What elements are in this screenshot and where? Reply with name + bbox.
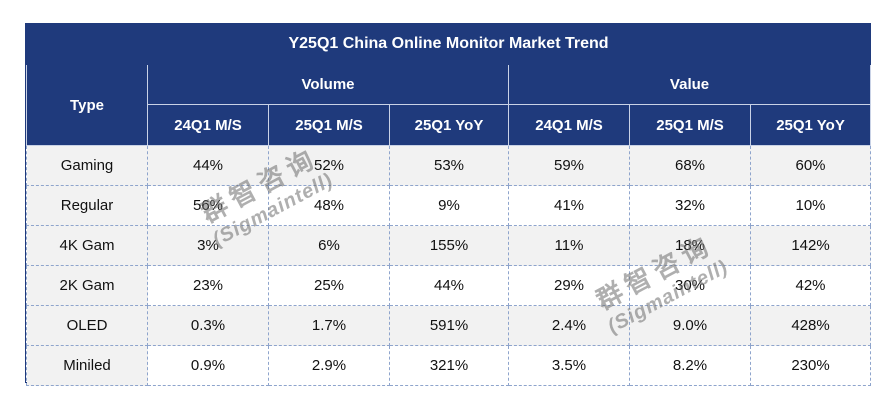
- table-cell: 60%: [749, 145, 872, 186]
- table-cell: 8.2%: [629, 345, 751, 386]
- column-header: 25Q1 M/S: [629, 104, 751, 146]
- column-header: 24Q1 M/S: [147, 104, 269, 146]
- row-type-label: 2K Gam: [26, 265, 148, 306]
- type-column-header: Type: [26, 64, 148, 146]
- table-cell: 3.5%: [508, 345, 630, 386]
- row-type-label: Miniled: [26, 345, 148, 386]
- table-cell: 230%: [749, 345, 872, 386]
- row-type-label: Regular: [26, 185, 148, 226]
- table-cell: 23%: [147, 265, 269, 306]
- table-cell: 52%: [268, 145, 390, 186]
- table-cell: 59%: [508, 145, 630, 186]
- table-cell: 6%: [268, 225, 390, 266]
- table-cell: 0.9%: [147, 345, 269, 386]
- table-cell: 48%: [268, 185, 390, 226]
- table-cell: 42%: [749, 265, 872, 306]
- table-cell: 2.4%: [508, 305, 630, 346]
- row-type-label: OLED: [26, 305, 148, 346]
- table-cell: 32%: [629, 185, 751, 226]
- market-trend-table-container: Y25Q1 China Online Monitor Market Trend …: [25, 23, 872, 386]
- table-cell: 321%: [389, 345, 509, 386]
- table-cell: 11%: [508, 225, 630, 266]
- table-cell: 591%: [389, 305, 509, 346]
- row-type-label: 4K Gam: [26, 225, 148, 266]
- value-group-header: Value: [507, 64, 872, 105]
- table-cell: 155%: [389, 225, 509, 266]
- table-cell: 3%: [147, 225, 269, 266]
- table-cell: 0.3%: [147, 305, 269, 346]
- column-header: 25Q1 YoY: [749, 104, 872, 146]
- table-cell: 9.0%: [629, 305, 751, 346]
- column-header: 24Q1 M/S: [508, 104, 630, 146]
- table-cell: 142%: [749, 225, 872, 266]
- table-cell: 44%: [147, 145, 269, 186]
- table-cell: 428%: [749, 305, 872, 346]
- table-row: Gaming 44% 52% 53% 59% 68% 60%: [26, 145, 872, 186]
- table-cell: 41%: [508, 185, 630, 226]
- column-header: 25Q1 M/S: [268, 104, 390, 146]
- table-cell: 1.7%: [268, 305, 390, 346]
- table-cell: 18%: [629, 225, 751, 266]
- table-cell: 44%: [389, 265, 509, 306]
- table-cell: 30%: [629, 265, 751, 306]
- table-cell: 53%: [389, 145, 509, 186]
- table-row: 4K Gam 3% 6% 155% 11% 18% 142%: [26, 225, 872, 266]
- row-type-label: Gaming: [26, 145, 148, 186]
- table-cell: 29%: [508, 265, 630, 306]
- table-cell: 25%: [268, 265, 390, 306]
- table-cell: 10%: [749, 185, 872, 226]
- table-row: Miniled 0.9% 2.9% 321% 3.5% 8.2% 230%: [26, 345, 872, 386]
- table-cell: 68%: [629, 145, 751, 186]
- table-row: Regular 56% 48% 9% 41% 32% 10%: [26, 185, 872, 226]
- market-trend-table: Y25Q1 China Online Monitor Market Trend …: [25, 23, 872, 386]
- table-row: 2K Gam 23% 25% 44% 29% 30% 42%: [26, 265, 872, 306]
- column-header: 25Q1 YoY: [389, 104, 509, 146]
- table-cell: 2.9%: [268, 345, 390, 386]
- table-title: Y25Q1 China Online Monitor Market Trend: [25, 23, 872, 65]
- table-cell: 9%: [389, 185, 509, 226]
- table-cell: 56%: [147, 185, 269, 226]
- volume-group-header: Volume: [147, 64, 509, 105]
- table-row: OLED 0.3% 1.7% 591% 2.4% 9.0% 428%: [26, 305, 872, 346]
